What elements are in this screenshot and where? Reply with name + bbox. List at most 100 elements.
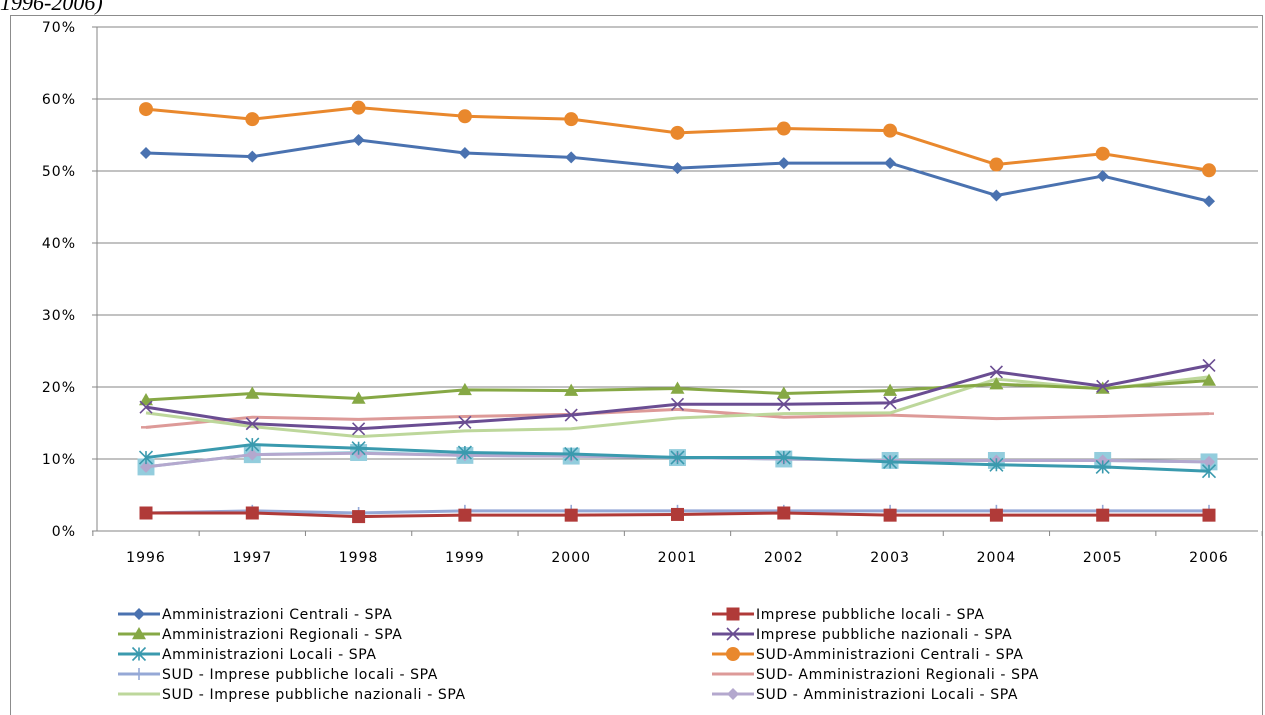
data-point — [140, 460, 152, 473]
x-marker — [1096, 379, 1110, 393]
data-point — [777, 506, 791, 520]
data-point — [458, 508, 472, 522]
data-point — [139, 400, 153, 414]
y-tick-label: 70% — [42, 20, 76, 36]
x-marker-stroke — [1202, 358, 1216, 372]
data-point — [1095, 459, 1110, 474]
data-point — [989, 377, 1004, 390]
plus-marker — [133, 668, 145, 680]
data-point — [671, 162, 684, 175]
data-point — [245, 112, 260, 127]
data-point — [351, 441, 366, 456]
data-point — [457, 109, 472, 124]
data-point — [989, 157, 1004, 172]
diamond-marker — [140, 460, 152, 473]
x-tick-label: 2006 — [1189, 550, 1229, 566]
data-point — [883, 123, 898, 138]
data-point — [1202, 508, 1216, 522]
data-point — [776, 121, 791, 136]
square-marker — [458, 508, 472, 522]
x-marker — [139, 400, 153, 414]
y-tick-label: 40% — [42, 236, 76, 252]
x-tick-label: 1997 — [232, 550, 272, 566]
square-marker — [777, 506, 791, 520]
legend-label: Imprese pubbliche nazionali - SPA — [756, 627, 1012, 643]
circle-marker — [457, 109, 472, 124]
asterisk-marker — [989, 457, 1004, 472]
square-marker — [1096, 508, 1110, 522]
data-point — [883, 508, 897, 522]
data-point — [989, 365, 1003, 379]
triangle-marker — [989, 377, 1004, 390]
diamond-marker — [458, 147, 471, 159]
legend-item: SUD - Imprese pubbliche nazionali - SPA — [118, 687, 465, 703]
data-point — [140, 147, 152, 159]
x-marker — [245, 417, 259, 431]
legend-item: Amministrazioni Regionali - SPA — [118, 627, 402, 643]
legend-item: SUD- Amministrazioni Regionali - SPA — [712, 667, 1039, 683]
y-tick-label: 0% — [52, 524, 76, 540]
data-point — [565, 151, 578, 164]
square-marker — [245, 506, 259, 520]
data-point — [670, 397, 685, 411]
legend-item: Imprese pubbliche locali - SPA — [712, 607, 984, 623]
triangle-marker — [1202, 373, 1216, 386]
series-group — [137, 100, 1218, 524]
data-point — [990, 189, 1003, 202]
triangle-marker — [139, 392, 153, 406]
diamond-marker — [246, 150, 259, 163]
asterisk-marker — [457, 445, 472, 460]
triangle-marker — [564, 383, 579, 396]
data-point — [139, 506, 153, 520]
data-point — [883, 396, 897, 410]
x-marker-stroke — [564, 408, 578, 422]
asterisk-marker — [138, 450, 154, 465]
y-tick-label: 50% — [42, 164, 76, 180]
square-marker — [989, 508, 1003, 522]
y-tick-label: 30% — [42, 308, 76, 324]
x-tick-label: 2004 — [977, 550, 1017, 566]
data-point — [1096, 508, 1110, 522]
circle-marker — [776, 121, 791, 136]
data-point — [1203, 195, 1215, 208]
legend-label: Amministrazioni Locali - SPA — [162, 647, 377, 663]
triangle-marker — [776, 386, 791, 399]
chart-frame — [10, 15, 1263, 715]
data-point — [777, 397, 791, 411]
x-marker — [564, 408, 578, 422]
data-point — [458, 147, 471, 159]
square-marker — [352, 510, 366, 524]
square-marker — [726, 607, 740, 621]
diamond-marker — [727, 688, 739, 700]
diamond-marker — [990, 189, 1003, 202]
x-marker — [726, 627, 740, 641]
diamond-marker — [1096, 170, 1109, 183]
legend-label: Amministrazioni Centrali - SPA — [162, 607, 392, 623]
data-point — [884, 157, 897, 170]
data-point — [671, 507, 684, 521]
square-marker — [883, 508, 897, 522]
x-tick-label: 1996 — [126, 550, 166, 566]
diamond-marker — [352, 134, 365, 147]
square-marker — [564, 508, 578, 522]
data-point — [989, 457, 1004, 472]
asterisk-marker — [131, 646, 147, 662]
data-point — [139, 102, 153, 117]
diamond-marker — [565, 151, 578, 164]
data-point — [883, 454, 898, 469]
asterisk-marker — [776, 450, 791, 465]
data-point — [564, 446, 579, 462]
legend-label: SUD- Amministrazioni Regionali - SPA — [756, 667, 1039, 683]
x-marker — [883, 396, 897, 410]
diamond-marker — [133, 608, 145, 620]
legend-item: Imprese pubbliche nazionali - SPA — [712, 627, 1012, 643]
x-marker — [989, 365, 1003, 379]
data-point — [670, 450, 685, 465]
data-point — [457, 445, 472, 460]
data-point — [245, 437, 260, 452]
x-marker-stroke — [139, 400, 153, 414]
data-point — [1201, 464, 1217, 479]
data-point — [1202, 163, 1216, 178]
